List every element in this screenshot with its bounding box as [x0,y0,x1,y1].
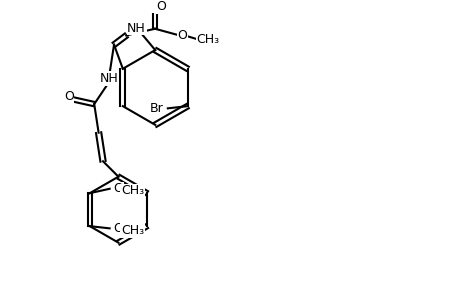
Text: CH₃: CH₃ [121,184,144,197]
Text: O: O [64,90,73,103]
Text: O: O [157,0,166,13]
Text: NH: NH [127,22,146,35]
Text: O: O [113,182,123,195]
Text: O: O [113,222,123,235]
Text: O: O [177,29,187,42]
Text: Br: Br [150,102,163,115]
Text: CH₃: CH₃ [121,224,144,237]
Text: NH: NH [99,72,118,85]
Text: CH₃: CH₃ [196,33,219,46]
